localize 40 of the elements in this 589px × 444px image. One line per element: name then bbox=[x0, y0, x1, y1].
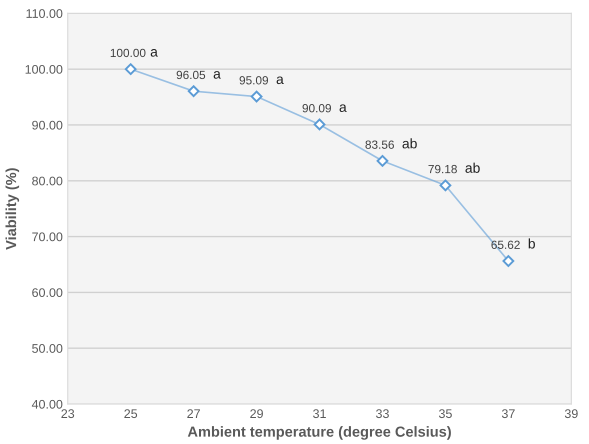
annotation: a bbox=[214, 71, 221, 79]
x-tick-label: 25 bbox=[124, 409, 138, 418]
y-tick-label: 40.00 bbox=[32, 400, 62, 409]
y-axis-title: Viability (%) bbox=[5, 168, 20, 250]
point bbox=[250, 90, 262, 102]
point bbox=[440, 179, 452, 192]
x-tick-label: 29 bbox=[250, 409, 263, 418]
point bbox=[502, 255, 514, 267]
data-label: 96.05 bbox=[176, 70, 206, 80]
y-tick-label: 100.00 bbox=[26, 64, 62, 74]
x-tick-label: 39 bbox=[564, 409, 578, 418]
annotation: b bbox=[528, 238, 535, 249]
y-tick-label: 70.00 bbox=[32, 232, 62, 242]
data-label: 79.18 bbox=[428, 164, 457, 174]
data-label: 100.00 bbox=[110, 48, 146, 58]
x-tick-label: 31 bbox=[313, 409, 326, 418]
data-label: 90.09 bbox=[302, 104, 331, 112]
x-tick-label: 23 bbox=[61, 409, 74, 418]
x-axis-title: Ambient temperature (degree Celsius) bbox=[188, 426, 451, 440]
y-tick-label: 90.00 bbox=[32, 120, 62, 130]
y-tick-label: 110.00 bbox=[26, 9, 62, 18]
x-tick-label: 35 bbox=[438, 409, 452, 418]
x-tick-label: 37 bbox=[502, 409, 515, 418]
annotation: a bbox=[340, 104, 347, 112]
point bbox=[188, 85, 200, 98]
annotation: a bbox=[150, 49, 158, 57]
data-label: 83.56 bbox=[365, 140, 394, 149]
annotation: ab bbox=[465, 162, 480, 173]
point bbox=[376, 155, 388, 167]
y-tick-label: 60.00 bbox=[32, 288, 62, 298]
point bbox=[314, 118, 326, 130]
y-tick-label: 50.00 bbox=[32, 344, 62, 353]
x-tick-label: 27 bbox=[187, 409, 200, 418]
data-label: 95.09 bbox=[240, 76, 268, 84]
data-label: 65.62 bbox=[491, 240, 520, 249]
point bbox=[124, 63, 137, 76]
x-tick-label: 33 bbox=[376, 409, 389, 418]
annotation: ab bbox=[402, 138, 417, 148]
annotation: a bbox=[276, 76, 284, 84]
y-tick-label: 80.00 bbox=[32, 176, 62, 186]
